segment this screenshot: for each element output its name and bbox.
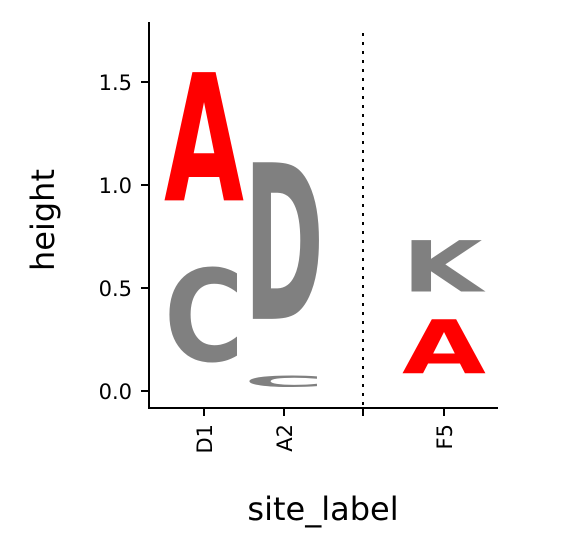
y-axis-ticks: 0.0 0.5 1.0 1.5 [99,71,149,404]
x-tick-label-a2: A2 [273,424,297,452]
y-tick-label: 1.0 [99,174,132,198]
svg-text:D: D [244,120,324,370]
logo-letter-a2-d: D [244,120,324,370]
y-tick-label: 1.5 [99,71,132,95]
svg-text:C: C [244,373,324,391]
svg-text:K: K [402,227,486,309]
svg-text:A: A [402,305,486,391]
svg-text:C: C [164,243,244,391]
logo-letter-f5-a: A [402,305,486,391]
logo-letter-a2-c: C [244,373,324,391]
y-tick-label: 0.5 [99,277,132,301]
y-tick-label: 0.0 [99,380,132,404]
x-axis-label: site_label [247,490,398,528]
x-axis-ticks: D1 A2 F5 [193,408,457,454]
y-axis-label: height [24,169,62,271]
logo-letter-d1-a: A [164,38,244,243]
x-tick-label-f5: F5 [433,424,457,449]
logo-letter-d1-c: C [164,243,244,391]
logo-letter-f5-k: K [402,227,486,309]
x-tick-label-d1: D1 [193,424,217,454]
svg-text:A: A [164,38,244,243]
